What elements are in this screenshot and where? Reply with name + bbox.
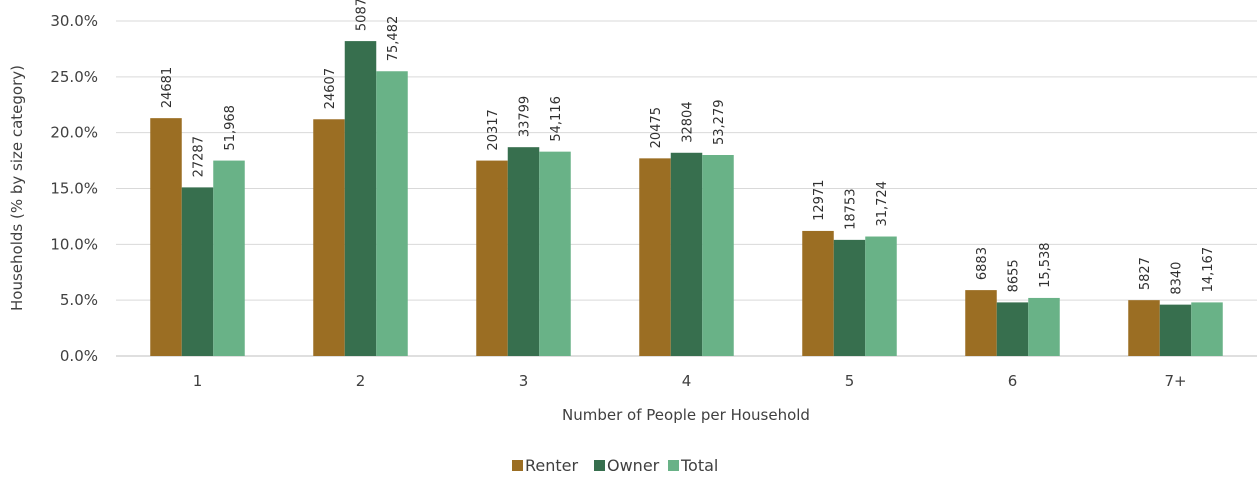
legend-label-owner: Owner <box>607 456 660 475</box>
legend-swatch-renter <box>512 460 523 471</box>
bar-total <box>1028 297 1060 356</box>
x-tick-label: 3 <box>519 372 529 390</box>
legend-swatch-total <box>668 460 679 471</box>
legend-swatch-owner <box>594 460 605 471</box>
bar-owner <box>670 152 703 356</box>
bar-total <box>213 160 245 356</box>
y-tick-label: 0.0% <box>60 347 98 365</box>
y-tick-label: 5.0% <box>60 291 98 309</box>
x-tick-label: 2 <box>356 372 366 390</box>
data-label: 15,538 <box>1038 242 1053 288</box>
data-label: 50875 <box>355 0 370 31</box>
bar-renter <box>639 158 671 356</box>
y-tick-label: 30.0% <box>50 12 98 30</box>
data-label: 5827 <box>1138 257 1153 290</box>
y-axis: 0.0% 5.0% 10.0% 15.0% 20.0% 25.0% 30.0% <box>50 12 98 365</box>
bar-total <box>865 236 897 356</box>
data-label: 75,482 <box>386 16 401 62</box>
bar-renter <box>1128 300 1160 356</box>
data-label: 33799 <box>518 96 533 137</box>
y-tick-label: 15.0% <box>50 180 98 198</box>
bar-renter <box>965 290 997 356</box>
legend: Renter Owner Total <box>512 456 718 475</box>
y-tick-label: 20.0% <box>50 124 98 142</box>
data-label: 12971 <box>812 180 827 221</box>
bar-owner <box>181 187 214 356</box>
data-label: 18753 <box>844 189 859 230</box>
data-label: 32804 <box>681 101 696 142</box>
y-tick-label: 10.0% <box>50 235 98 253</box>
bar-total <box>376 71 408 356</box>
data-label: 24681 <box>160 67 175 108</box>
x-tick-label: 1 <box>193 372 203 390</box>
legend-label-total: Total <box>680 456 718 475</box>
x-axis: 1 2 3 4 5 6 7+ <box>193 372 1187 390</box>
y-axis-title: Households (% by size category) <box>8 65 26 311</box>
x-axis-title: Number of People per Household <box>562 406 810 424</box>
bar-renter <box>802 230 834 356</box>
x-tick-label: 5 <box>845 372 855 390</box>
data-label: 14,167 <box>1201 247 1216 293</box>
bar-owner <box>996 302 1029 356</box>
x-tick-label: 6 <box>1008 372 1018 390</box>
bar-renter <box>150 118 182 357</box>
data-label: 27287 <box>192 136 207 177</box>
data-label: 51,968 <box>223 105 238 151</box>
bar-total <box>1191 302 1223 356</box>
bar-renter <box>476 160 508 356</box>
bar-renter <box>313 119 345 357</box>
data-label: 20475 <box>649 107 664 148</box>
data-label: 53,279 <box>712 100 727 146</box>
data-label: 20317 <box>486 109 501 150</box>
data-label: 8655 <box>1007 259 1022 292</box>
bar-owner <box>1159 304 1192 356</box>
bar-owner <box>507 147 540 356</box>
data-label: 54,116 <box>549 96 564 142</box>
y-tick-label: 25.0% <box>50 68 98 86</box>
bar-owner <box>344 41 377 356</box>
bar-total <box>702 155 734 356</box>
data-label: 24607 <box>323 68 338 109</box>
x-tick-label: 7+ <box>1164 372 1186 390</box>
x-tick-label: 4 <box>682 372 692 390</box>
bars <box>150 41 1223 357</box>
legend-label-renter: Renter <box>525 456 579 475</box>
bar-total <box>539 151 571 356</box>
bar-owner <box>833 239 866 356</box>
data-labels: 24681 27287 51,968 24607 50875 75,482 20317 337… <box>160 0 1216 295</box>
data-label: 6883 <box>975 247 990 280</box>
data-label: 31,724 <box>875 181 890 227</box>
data-label: 8340 <box>1170 262 1185 295</box>
